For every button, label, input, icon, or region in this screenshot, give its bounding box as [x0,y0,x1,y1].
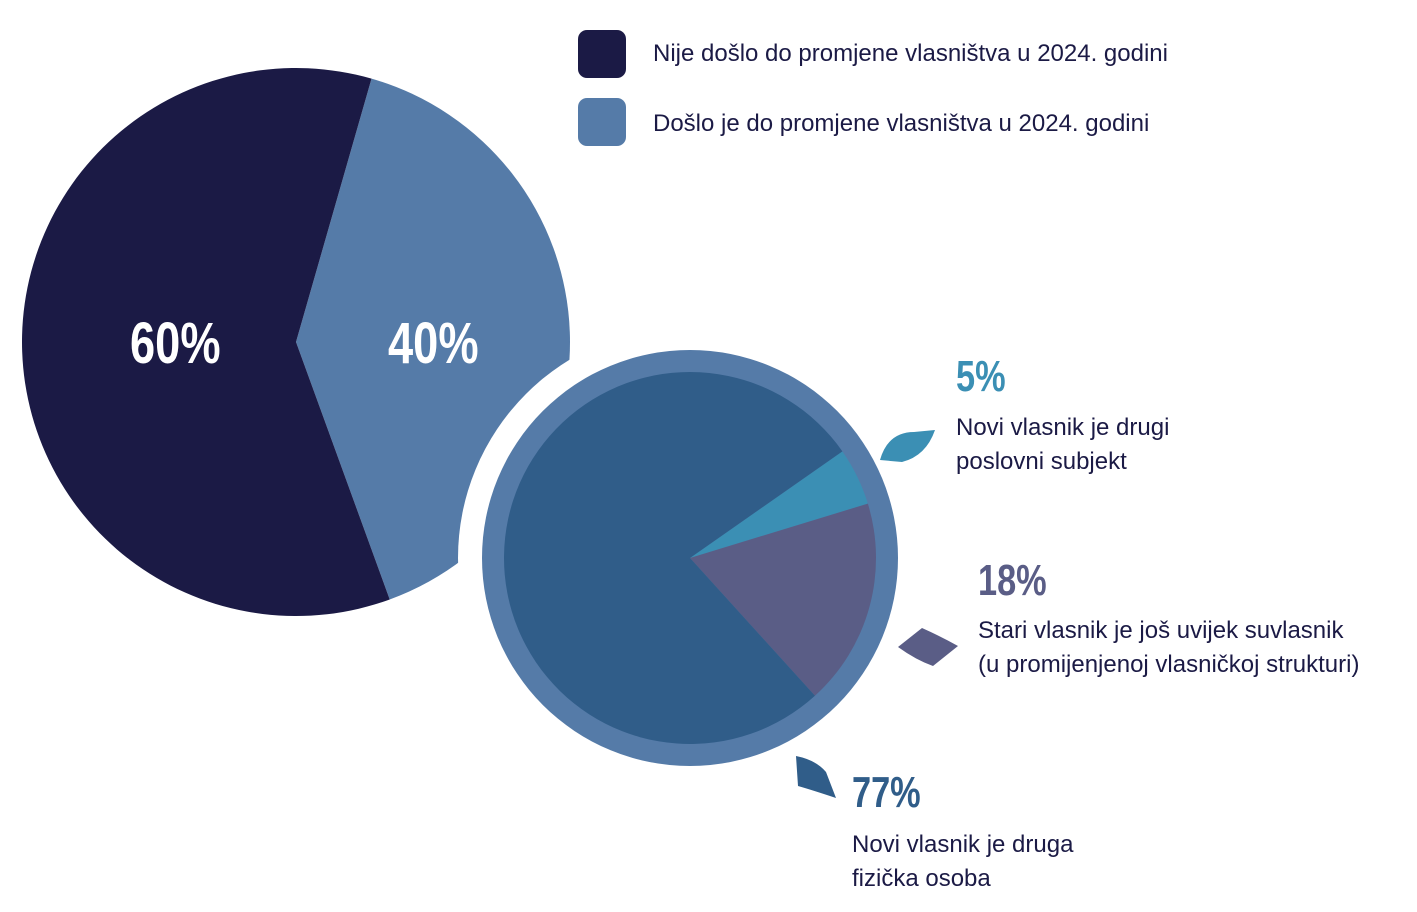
legend-label-no-change: Nije došlo do promjene vlasništva u 2024… [653,40,1168,67]
slice-label-60: 60% [130,311,221,376]
callout-value-77: 77% [852,768,921,817]
callout-marker-new-individual-owner [796,756,836,798]
callout-marker-new-business-owner [880,430,935,462]
callout-marker-old-owner-co-owner [898,628,958,666]
callout-value-5: 5% [956,352,1006,401]
legend-label-change: Došlo je do promjene vlasništva u 2024. … [653,110,1150,137]
sub-pie-slice-18 [690,503,876,696]
callout-markers [796,430,958,798]
callout-description-5-line-2: poslovni subjekt [956,448,1127,475]
slice-label-40: 40% [388,311,479,376]
legend-swatch-no-change [578,30,626,78]
main-pie-slice-60 [21,67,390,617]
sub-pie-slice-5 [690,451,868,558]
sub-pie-slice-77 [503,371,843,744]
callout-description-77-line-2: fizička osoba [852,865,991,892]
callout-description-18-line-2: (u promijenjenoj vlasničkoj strukturi) [978,651,1360,678]
main-pie [21,67,570,617]
callout-description-5: Novi vlasnik je drugi poslovni subjekt [956,411,1169,479]
callout-description-18-line-1: Stari vlasnik je još uvijek suvlasnik [978,617,1344,644]
callout-description-77: Novi vlasnik je druga fizička osoba [852,828,1073,896]
callout-description-18: Stari vlasnik je još uvijek suvlasnik (u… [978,614,1359,682]
sub-pie [503,371,876,744]
callout-value-18: 18% [978,556,1047,605]
callout-description-77-line-1: Novi vlasnik je druga [852,831,1074,858]
callout-description-5-line-1: Novi vlasnik je drugi [956,414,1170,441]
legend-swatch-change [578,98,626,146]
